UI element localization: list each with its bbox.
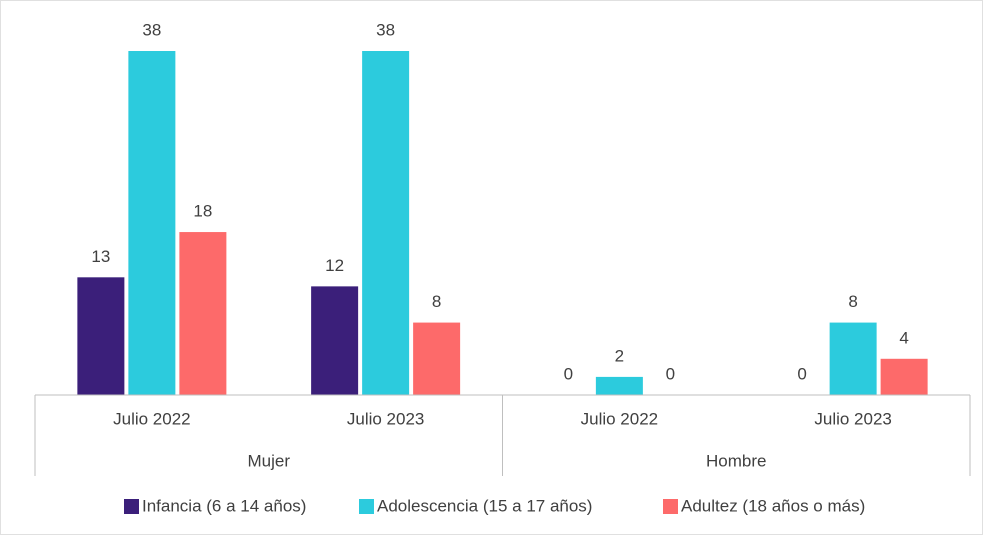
data-label: 38 (142, 20, 161, 39)
x-tick-label: Julio 2023 (347, 409, 425, 428)
bar (179, 232, 227, 395)
group-label: Mujer (247, 451, 290, 470)
bar (829, 322, 877, 395)
bar (128, 51, 176, 395)
legend-swatch (663, 499, 678, 514)
data-label: 2 (615, 346, 624, 365)
group-label: Hombre (706, 451, 766, 470)
bar (311, 286, 359, 395)
data-label: 12 (325, 256, 344, 275)
bar (880, 358, 928, 395)
x-tick-label: Julio 2022 (581, 409, 659, 428)
data-label: 18 (193, 202, 212, 221)
data-label: 0 (666, 364, 675, 383)
data-label: 8 (432, 292, 441, 311)
bar (413, 322, 461, 395)
data-label: 0 (797, 364, 806, 383)
bar (362, 51, 410, 395)
legend-label: Adolescencia (15 a 17 años) (377, 496, 592, 515)
bar (595, 376, 643, 395)
legend-swatch (359, 499, 374, 514)
data-label: 0 (564, 364, 573, 383)
data-label: 13 (91, 247, 110, 266)
data-label: 8 (848, 292, 857, 311)
data-label: 4 (899, 328, 908, 347)
legend-label: Adultez (18 años o más) (681, 496, 865, 515)
x-tick-label: Julio 2023 (814, 409, 892, 428)
x-tick-label: Julio 2022 (113, 409, 191, 428)
data-label: 38 (376, 20, 395, 39)
legend-swatch (124, 499, 139, 514)
bar (77, 277, 125, 395)
legend-label: Infancia (6 a 14 años) (142, 496, 306, 515)
